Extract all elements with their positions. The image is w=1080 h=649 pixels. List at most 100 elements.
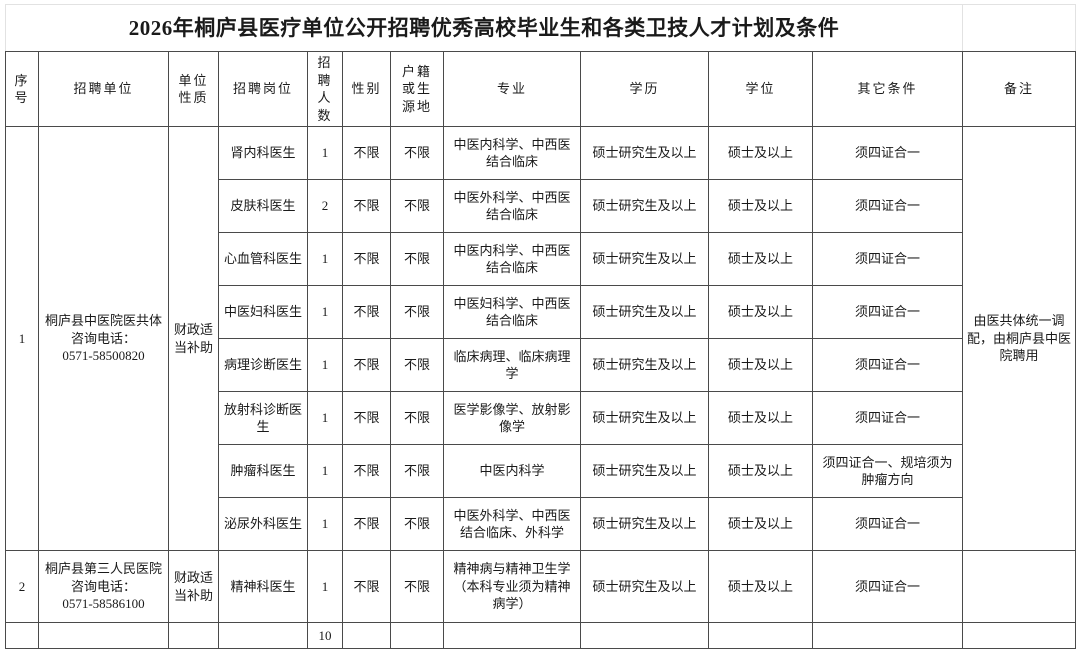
cell-empty bbox=[342, 622, 391, 649]
cell-gender: 不限 bbox=[342, 126, 391, 181]
cell-degree: 硕士及以上 bbox=[708, 497, 813, 552]
cell-position: 肿瘤科医生 bbox=[218, 444, 308, 499]
cell-position: 中医妇科医生 bbox=[218, 285, 308, 340]
cell-position: 精神科医生 bbox=[218, 550, 308, 624]
cell-residence: 不限 bbox=[390, 338, 444, 393]
cell-position: 泌尿外科医生 bbox=[218, 497, 308, 552]
cell-major: 中医内科学、中西医结合临床 bbox=[443, 126, 581, 181]
cell-count: 1 bbox=[307, 232, 343, 287]
cell-education: 硕士研究生及以上 bbox=[580, 391, 709, 446]
table-row: 病理诊断医生 1 不限 不限 临床病理、临床病理学 硕士研究生及以上 硕士及以上… bbox=[6, 338, 1076, 393]
cell-gender: 不限 bbox=[342, 179, 391, 234]
cell-gender: 不限 bbox=[342, 338, 391, 393]
cell-education: 硕士研究生及以上 bbox=[580, 285, 709, 340]
cell-employer: 桐庐县第三人民医院 咨询电话： 0571-58586100 bbox=[38, 550, 169, 624]
cell-count: 1 bbox=[307, 497, 343, 552]
cell-count: 1 bbox=[307, 444, 343, 499]
column-header-major: 专业 bbox=[443, 50, 581, 128]
column-header-education: 学历 bbox=[580, 50, 709, 128]
cell-degree: 硕士及以上 bbox=[708, 232, 813, 287]
cell-index: 1 bbox=[5, 126, 39, 552]
cell-position: 肾内科医生 bbox=[218, 126, 308, 181]
cell-empty bbox=[38, 622, 169, 649]
cell-major: 精神病与精神卫生学（本科专业须为精神病学） bbox=[443, 550, 581, 624]
column-header-count: 招聘人数 bbox=[307, 50, 343, 128]
cell-empty bbox=[962, 622, 1077, 649]
cell-residence: 不限 bbox=[390, 497, 444, 552]
cell-major: 医学影像学、放射影像学 bbox=[443, 391, 581, 446]
cell-education: 硕士研究生及以上 bbox=[580, 338, 709, 393]
cell-remark: 由医共体统一调配，由桐庐县中医院聘用 bbox=[962, 126, 1077, 552]
cell-residence: 不限 bbox=[390, 550, 444, 624]
cell-major: 中医内科学 bbox=[443, 444, 581, 499]
cell-degree: 硕士及以上 bbox=[708, 338, 813, 393]
cell-degree: 硕士及以上 bbox=[708, 391, 813, 446]
table-row: 皮肤科医生 2 不限 不限 中医外科学、中西医结合临床 硕士研究生及以上 硕士及… bbox=[6, 179, 1076, 234]
column-header-nature: 单位性质 bbox=[168, 50, 219, 128]
cell-education: 硕士研究生及以上 bbox=[580, 232, 709, 287]
cell-residence: 不限 bbox=[390, 232, 444, 287]
cell-residence: 不限 bbox=[390, 126, 444, 181]
title-side-cell bbox=[962, 4, 1077, 52]
table-row: 2 桐庐县第三人民医院 咨询电话： 0571-58586100 财政适当补助 精… bbox=[5, 550, 1077, 624]
cell-empty bbox=[218, 622, 308, 649]
column-header-other: 其它条件 bbox=[811, 50, 964, 128]
cell-position: 病理诊断医生 bbox=[218, 338, 308, 393]
cell-employer: 桐庐县中医院医共体 咨询电话： 0571-58500820 bbox=[38, 126, 169, 552]
cell-major: 中医外科学、中西医结合临床、外科学 bbox=[443, 497, 581, 552]
column-header-index: 序号 bbox=[5, 50, 39, 128]
cell-education: 硕士研究生及以上 bbox=[580, 550, 709, 624]
cell-gender: 不限 bbox=[342, 232, 391, 287]
recruitment-table: 2026年桐庐县医疗单位公开招聘优秀高校毕业生和各类卫技人才计划及条件 序号 招… bbox=[4, 4, 1077, 649]
cell-position: 放射科诊断医生 bbox=[218, 391, 308, 446]
table-row: 泌尿外科医生 1 不限 不限 中医外科学、中西医结合临床、外科学 硕士研究生及以… bbox=[6, 497, 1076, 552]
cell-gender: 不限 bbox=[342, 391, 391, 446]
column-header-residence: 户籍或生源地 bbox=[390, 50, 444, 128]
cell-major: 临床病理、临床病理学 bbox=[443, 338, 581, 393]
cell-total-count: 10 bbox=[307, 622, 343, 649]
cell-degree: 硕士及以上 bbox=[708, 550, 813, 624]
cell-degree: 硕士及以上 bbox=[708, 285, 813, 340]
cell-other: 须四证合一 bbox=[811, 232, 964, 287]
cell-empty bbox=[708, 622, 813, 649]
cell-count: 1 bbox=[307, 338, 343, 393]
cell-count: 1 bbox=[307, 391, 343, 446]
cell-position: 心血管科医生 bbox=[218, 232, 308, 287]
cell-residence: 不限 bbox=[390, 179, 444, 234]
column-header-degree: 学位 bbox=[708, 50, 813, 128]
cell-degree: 硕士及以上 bbox=[708, 126, 813, 181]
cell-residence: 不限 bbox=[390, 444, 444, 499]
table-row: 放射科诊断医生 1 不限 不限 医学影像学、放射影像学 硕士研究生及以上 硕士及… bbox=[6, 391, 1076, 446]
cell-empty bbox=[443, 622, 581, 649]
cell-other: 须四证合一 bbox=[811, 285, 964, 340]
cell-empty bbox=[168, 622, 219, 649]
cell-other: 须四证合一 bbox=[811, 391, 964, 446]
cell-major: 中医内科学、中西医结合临床 bbox=[443, 232, 581, 287]
cell-other: 须四证合一、规培须为肿瘤方向 bbox=[811, 444, 964, 499]
table-row: 中医妇科医生 1 不限 不限 中医妇科学、中西医结合临床 硕士研究生及以上 硕士… bbox=[6, 285, 1076, 340]
cell-index: 2 bbox=[5, 550, 39, 624]
cell-education: 硕士研究生及以上 bbox=[580, 497, 709, 552]
cell-count: 1 bbox=[307, 285, 343, 340]
column-header-remark: 备注 bbox=[962, 50, 1077, 128]
cell-other: 须四证合一 bbox=[811, 179, 964, 234]
cell-count: 1 bbox=[307, 126, 343, 181]
total-row: 10 bbox=[5, 622, 1077, 649]
cell-other: 须四证合一 bbox=[811, 126, 964, 181]
table-row: 1 桐庐县中医院医共体 咨询电话： 0571-58500820 财政适当补助 肾… bbox=[5, 126, 1077, 552]
cell-remark bbox=[962, 550, 1077, 624]
cell-degree: 硕士及以上 bbox=[708, 444, 813, 499]
cell-education: 硕士研究生及以上 bbox=[580, 179, 709, 234]
cell-nature: 财政适当补助 bbox=[168, 126, 219, 552]
cell-education: 硕士研究生及以上 bbox=[580, 444, 709, 499]
title-row: 2026年桐庐县医疗单位公开招聘优秀高校毕业生和各类卫技人才计划及条件 bbox=[4, 4, 1077, 52]
cell-nature: 财政适当补助 bbox=[168, 550, 219, 624]
cell-empty bbox=[5, 622, 39, 649]
table-row: 肿瘤科医生 1 不限 不限 中医内科学 硕士研究生及以上 硕士及以上 须四证合一… bbox=[6, 444, 1076, 499]
cell-major: 中医外科学、中西医结合临床 bbox=[443, 179, 581, 234]
column-header-gender: 性别 bbox=[342, 50, 391, 128]
cell-residence: 不限 bbox=[390, 391, 444, 446]
cell-empty bbox=[390, 622, 444, 649]
cell-position: 皮肤科医生 bbox=[218, 179, 308, 234]
cell-gender: 不限 bbox=[342, 285, 391, 340]
